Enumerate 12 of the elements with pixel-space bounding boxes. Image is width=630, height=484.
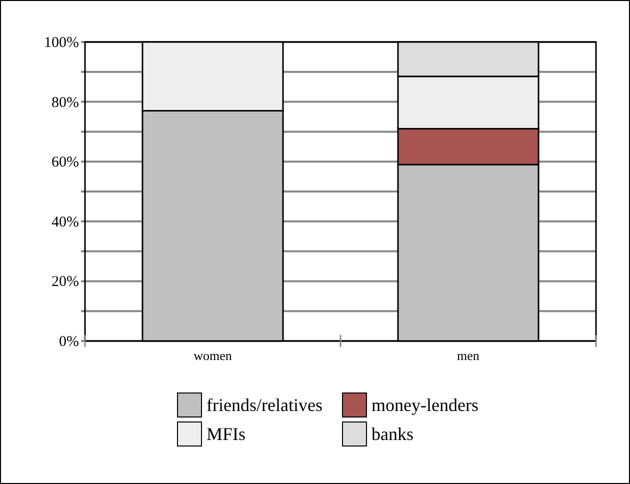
legend-label: banks bbox=[372, 424, 414, 444]
y-tick-label: 40% bbox=[52, 214, 79, 230]
x-tick-label: men bbox=[457, 348, 480, 363]
y-tick-label: 0% bbox=[59, 334, 79, 350]
legend-label: friends/relatives bbox=[206, 395, 322, 415]
y-tick-label: 20% bbox=[52, 274, 79, 290]
x-tick-label: women bbox=[194, 348, 232, 363]
legend-label: money-lenders bbox=[372, 395, 478, 415]
y-tick-label: 80% bbox=[52, 94, 79, 111]
y-tick-label: 100% bbox=[44, 35, 79, 51]
legend-label: MFIs bbox=[206, 424, 246, 444]
y-tick-label: 60% bbox=[52, 154, 79, 171]
